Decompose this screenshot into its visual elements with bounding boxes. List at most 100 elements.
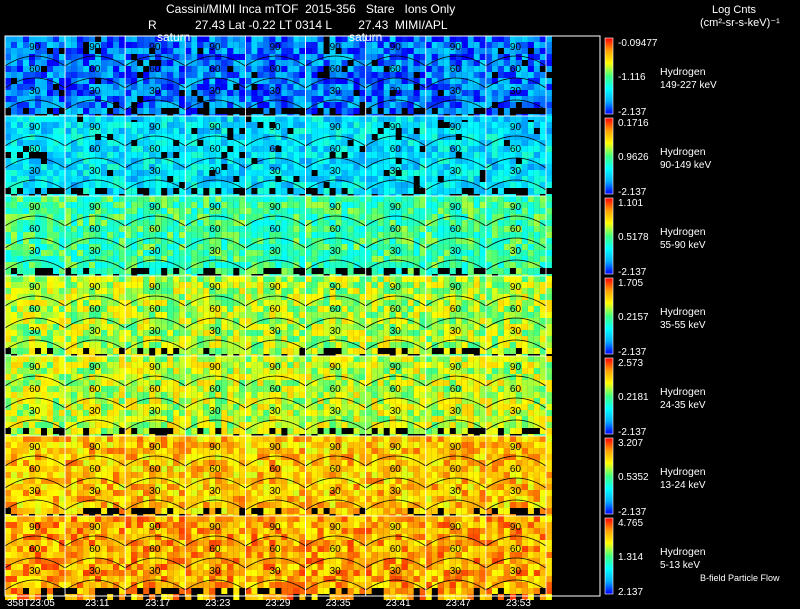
- heatmap-cell: [143, 300, 150, 306]
- heatmap-cell: [29, 214, 35, 220]
- heatmap-cell: [239, 182, 246, 188]
- heatmap-cell: [215, 202, 222, 208]
- heatmap-cell: [95, 300, 102, 306]
- heatmap-cell: [347, 134, 354, 140]
- heatmap-cell: [203, 96, 210, 102]
- heatmap-cell: [107, 42, 114, 48]
- heatmap-cell: [521, 96, 528, 102]
- heatmap-cell: [137, 170, 144, 176]
- heatmap-cell: [221, 158, 228, 164]
- heatmap-cell: [101, 102, 108, 108]
- heatmap-cell: [359, 164, 366, 170]
- heatmap-cell: [467, 72, 474, 78]
- heatmap-cell: [281, 90, 288, 96]
- heatmap-cell: [125, 60, 132, 66]
- heatmap-cell: [209, 36, 216, 42]
- heatmap-cell: [17, 42, 23, 48]
- heatmap-cell: [323, 164, 330, 170]
- heatmap-cell: [365, 250, 372, 256]
- heatmap-cell: [107, 36, 114, 42]
- heatmap-cell: [305, 42, 312, 48]
- heatmap-cell: [539, 54, 546, 60]
- heatmap-cell: [287, 276, 294, 282]
- heatmap-cell: [287, 318, 294, 324]
- heatmap-cell: [119, 78, 126, 84]
- heatmap-cell: [485, 140, 492, 146]
- heatmap-cell: [263, 306, 270, 312]
- heatmap-cell: [167, 164, 174, 170]
- heatmap-cell: [227, 176, 234, 182]
- heatmap-cell: [239, 238, 246, 244]
- heatmap-cell: [377, 152, 384, 158]
- heatmap-cell: [251, 66, 258, 72]
- angle-label: 90: [29, 42, 41, 53]
- heatmap-cell: [323, 324, 330, 330]
- heatmap-cell: [353, 336, 360, 342]
- heatmap-cell: [323, 276, 330, 282]
- heatmap-cell: [71, 134, 78, 140]
- heatmap-cell: [221, 90, 228, 96]
- heatmap-cell: [377, 146, 384, 152]
- heatmap-cell: [485, 170, 492, 176]
- heatmap-cell: [47, 158, 53, 164]
- heatmap-cell: [425, 134, 432, 140]
- heatmap-cell: [161, 202, 168, 208]
- heatmap-cell: [107, 164, 114, 170]
- heatmap-cell: [545, 128, 552, 134]
- heatmap-cell: [155, 330, 162, 336]
- heatmap-cell: [203, 158, 210, 164]
- heatmap-cell: [5, 214, 11, 220]
- heatmap-cell: [167, 196, 174, 202]
- heatmap-cell: [221, 342, 228, 348]
- angle-label: 60: [149, 304, 161, 315]
- heatmap-cell: [185, 188, 192, 194]
- heatmap-cell: [359, 294, 366, 300]
- heatmap-cell: [539, 182, 546, 188]
- chart-title: Cassini/MIMI Inca mTOF 2015-356 Stare Io…: [166, 2, 456, 16]
- heatmap-cell: [485, 188, 492, 194]
- heatmap-cell: [257, 158, 264, 164]
- heatmap-cell: [257, 128, 264, 134]
- heatmap-cell: [29, 324, 35, 330]
- angle-label: 90: [89, 202, 101, 213]
- heatmap-cell: [335, 294, 342, 300]
- heatmap-cell: [449, 170, 456, 176]
- heatmap-cell: [539, 196, 546, 202]
- heatmap-cell: [107, 250, 114, 256]
- heatmap-cell: [191, 288, 198, 294]
- heatmap-cell: [395, 60, 402, 66]
- heatmap-cell: [443, 102, 450, 108]
- heatmap-cell: [461, 90, 468, 96]
- heatmap-cell: [347, 182, 354, 188]
- heatmap-cell: [473, 250, 480, 256]
- heatmap-cell: [413, 122, 420, 128]
- heatmap-cell: [359, 170, 366, 176]
- heatmap-cell: [455, 90, 462, 96]
- heatmap-cell: [125, 134, 132, 140]
- heatmap-cell: [101, 182, 108, 188]
- heatmap-cell: [365, 232, 372, 238]
- heatmap-cell: [83, 36, 90, 42]
- heatmap-cell: [335, 330, 342, 336]
- heatmap-cell: [443, 96, 450, 102]
- heatmap-cell: [395, 108, 402, 114]
- heatmap-cell: [215, 36, 222, 42]
- heatmap-cell: [497, 182, 504, 188]
- heatmap-cell: [431, 84, 438, 90]
- heatmap-cell: [209, 250, 216, 256]
- heatmap-cell: [155, 78, 162, 84]
- heatmap-cell: [449, 122, 456, 128]
- heatmap-cell: [527, 158, 534, 164]
- heatmap-cell: [65, 140, 72, 146]
- heatmap-cell: [167, 250, 174, 256]
- heatmap-cell: [101, 238, 108, 244]
- heatmap-cell: [329, 268, 336, 274]
- heatmap-cell: [185, 152, 192, 158]
- heatmap-cell: [545, 48, 552, 54]
- heatmap-cell: [353, 226, 360, 232]
- heatmap-cell: [197, 312, 204, 318]
- heatmap-cell: [83, 256, 90, 262]
- heatmap-cell: [179, 268, 186, 274]
- heatmap-cell: [77, 300, 84, 306]
- heatmap-cell: [377, 282, 384, 288]
